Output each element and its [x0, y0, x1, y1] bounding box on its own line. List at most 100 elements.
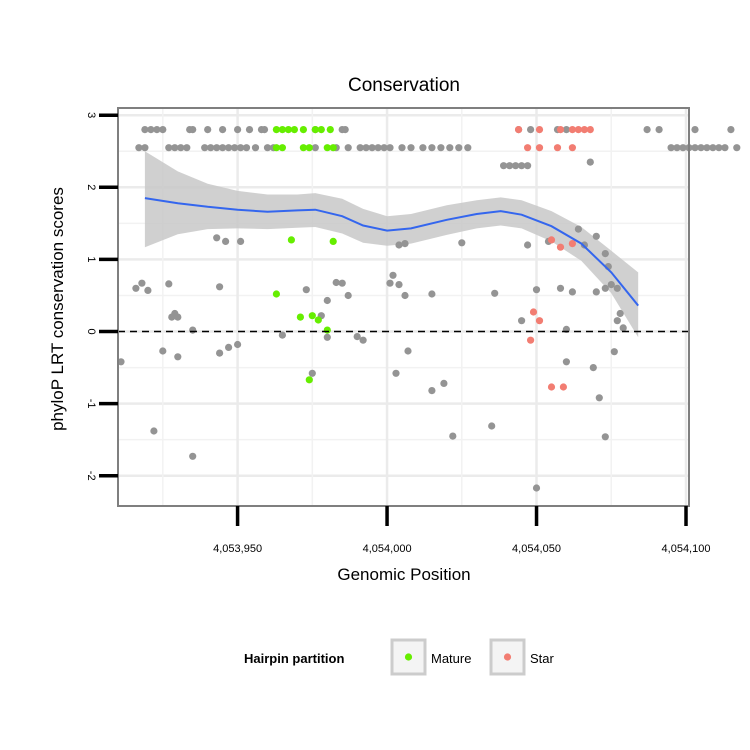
data-point-other: [225, 144, 233, 152]
data-point-other: [135, 144, 143, 152]
data-point-other: [389, 271, 397, 279]
data-point-other: [395, 281, 403, 289]
data-point-other: [263, 144, 272, 152]
data-point-other: [667, 144, 675, 152]
data-point-other: [165, 144, 173, 152]
data-point-mature: [284, 126, 292, 134]
data-point-star: [553, 144, 562, 152]
data-point-star: [568, 126, 577, 134]
data-point-other: [488, 422, 496, 430]
data-point-other: [153, 126, 161, 134]
data-point-other: [524, 241, 532, 249]
y-axis-title: phyloP LRT conservation scores: [48, 187, 67, 431]
data-point-other: [727, 126, 735, 134]
data-point-star: [580, 126, 589, 134]
data-point-other: [532, 286, 541, 294]
data-point-other: [174, 313, 182, 321]
data-point-star: [535, 126, 544, 134]
legend-label-star: Star: [530, 651, 555, 666]
y-tick-label: 3: [85, 112, 97, 118]
legend: Hairpin partition Mature Star: [244, 638, 555, 676]
data-point-other: [141, 144, 149, 152]
data-point-star: [527, 336, 535, 344]
data-point-other: [691, 126, 699, 134]
data-point-other: [362, 144, 370, 152]
data-point-other: [401, 291, 409, 300]
data-point-star: [556, 126, 565, 134]
data-point-mature: [323, 326, 331, 334]
data-point-other: [174, 353, 182, 361]
data-point-other: [138, 279, 146, 287]
data-point-mature: [299, 126, 307, 134]
data-point-other: [562, 358, 571, 366]
data-point-other: [428, 144, 436, 152]
data-point-star: [535, 317, 544, 325]
data-point-other: [613, 284, 621, 292]
data-point-other: [592, 232, 600, 240]
data-point-mature: [317, 126, 325, 134]
data-point-other: [428, 387, 436, 395]
data-point-other: [144, 286, 152, 294]
panel-border: [117, 107, 690, 507]
data-point-other: [440, 379, 448, 387]
data-point-other: [601, 250, 609, 258]
data-point-other: [458, 239, 466, 247]
data-point-other: [703, 144, 711, 152]
data-point-other: [691, 144, 699, 152]
data-point-other: [428, 290, 436, 298]
data-point-mature: [299, 144, 307, 152]
data-point-star: [535, 144, 544, 152]
data-point-other: [237, 144, 245, 152]
data-point-other: [455, 144, 463, 152]
y-tick-label: -2: [85, 471, 97, 481]
data-point-other: [260, 126, 269, 134]
data-point-star: [515, 126, 523, 134]
x-tick-label: 4,054,000: [363, 543, 412, 555]
data-point-other: [532, 484, 541, 492]
x-tick-label: 4,053,950: [213, 543, 262, 555]
data-point-other: [380, 144, 388, 152]
legend-label-mature: Mature: [431, 651, 471, 666]
data-point-other: [141, 126, 149, 134]
data-point-star: [529, 308, 538, 316]
data-point-star: [586, 126, 594, 134]
data-point-mature: [305, 376, 313, 384]
data-point-other: [386, 144, 394, 152]
data-point-other: [302, 286, 310, 294]
data-point-other: [207, 144, 215, 152]
data-point-star: [574, 126, 583, 134]
data-point-mature: [278, 144, 286, 152]
data-point-other: [323, 296, 331, 305]
data-point-other: [562, 126, 571, 134]
y-tick-label: 2: [85, 184, 97, 190]
data-point-mature: [323, 144, 331, 152]
data-point-other: [225, 343, 233, 351]
legend-swatch-mature: [404, 653, 413, 661]
data-point-other: [368, 144, 376, 152]
data-point-other: [359, 336, 367, 344]
smooth-line: [144, 197, 639, 307]
x-tick-label: 4,054,100: [662, 543, 711, 555]
data-point-other: [374, 144, 382, 152]
data-point-other: [117, 358, 125, 366]
data-point-other: [601, 284, 609, 292]
confidence-ribbon: [144, 151, 639, 338]
y-tick-label: 1: [85, 256, 97, 262]
data-point-mature: [311, 126, 319, 134]
data-point-other: [419, 144, 427, 152]
data-point-other: [216, 349, 224, 357]
data-point-other: [595, 394, 603, 402]
data-point-other: [518, 162, 526, 170]
data-point-star: [568, 240, 577, 248]
data-point-other: [643, 126, 651, 134]
data-point-other: [697, 144, 705, 152]
data-point-other: [655, 126, 663, 134]
data-point-other: [386, 279, 394, 287]
data-point-mature: [272, 290, 280, 298]
data-point-other: [159, 126, 167, 134]
data-point-other: [679, 144, 687, 152]
data-point-star: [568, 144, 577, 152]
data-point-other: [234, 340, 242, 349]
data-point-other: [619, 324, 627, 332]
